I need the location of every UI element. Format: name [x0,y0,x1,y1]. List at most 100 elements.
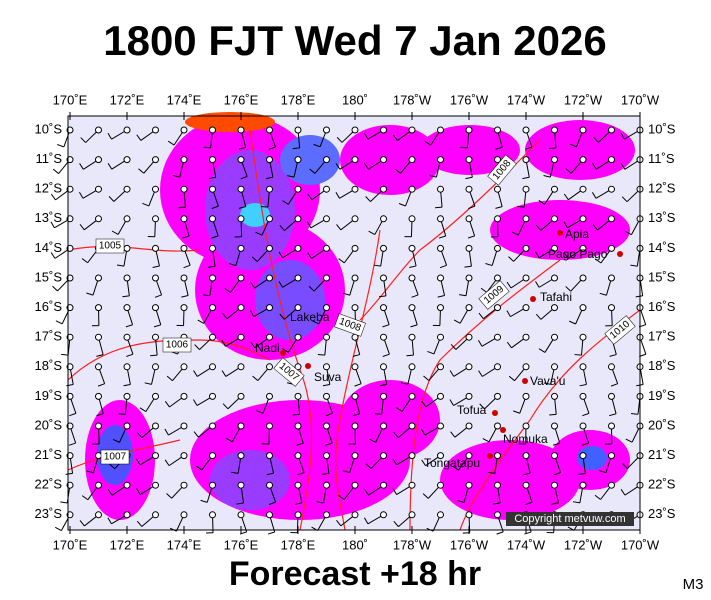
station [294,452,302,460]
latitude-label: 14˚S [648,240,676,255]
barb-feather [457,500,465,503]
barb-feather [449,399,454,406]
station [465,452,473,460]
barb-feather [142,202,150,207]
station [522,392,530,400]
barb-feather [582,412,590,417]
station [123,126,131,134]
barb-feather [535,281,540,288]
barb-feather [496,531,504,535]
barb-feather [363,517,369,525]
barb-feather [508,375,515,382]
barb-feather [325,442,333,446]
station [608,422,615,430]
barb-feather [393,521,399,527]
barb-feather [421,400,427,408]
station [522,274,530,282]
barb-feather [553,472,561,476]
barb-feather [621,196,628,203]
barb-feather [599,470,607,474]
barb-feather [392,458,398,466]
barb-feather [136,520,143,527]
station [437,452,444,460]
barb-feather [364,163,369,170]
barb-feather [260,206,268,208]
station [494,304,501,312]
barb-feather [396,407,403,412]
station [209,333,216,341]
barb-feather [50,193,56,201]
barb-feather [136,458,141,466]
barb-feather [625,438,633,443]
station [323,156,330,164]
barb-feather [609,354,617,357]
station [209,392,216,400]
barb-feather [513,410,520,414]
barb-feather [312,320,320,325]
station [294,511,302,519]
station [123,156,131,164]
station [351,363,359,371]
station [351,452,359,460]
barb-feather [52,168,59,174]
latitude-label: 18˚S [648,358,676,373]
station [408,452,416,460]
barb-feather [524,531,532,535]
station [494,333,501,341]
barb-feather [172,174,180,178]
barb-feather [392,134,398,141]
station [494,422,501,430]
station [95,392,102,400]
station [152,304,159,312]
station [294,244,302,252]
station [522,452,530,460]
barb-feather [193,370,198,377]
barb-feather [80,137,86,143]
station [152,452,159,460]
barb-feather [222,403,229,410]
station [494,452,501,460]
station [323,392,330,400]
barb-feather [194,344,200,350]
station [608,452,615,460]
barb-feather [410,324,418,328]
barb-feather [336,137,343,143]
barb-feather [578,472,586,475]
barb-feather [150,354,158,357]
barb-feather [57,144,65,148]
isobar-label-box [487,154,517,186]
barb-feather [295,502,303,505]
barb-feather [96,354,104,357]
barb-feather [594,258,602,264]
station [465,363,473,371]
barb-feather [309,168,316,174]
station [408,333,416,341]
station [465,274,473,282]
barb-feather [268,146,276,150]
barb-feather [240,176,248,180]
barb-feather [342,470,350,474]
barb-feather [465,176,473,180]
barb-feather [569,320,576,325]
station [465,244,473,252]
station [152,244,159,252]
station [266,511,273,519]
station [494,215,501,223]
station [608,304,615,312]
barb-feather [136,488,141,495]
station [180,452,188,460]
barb-feather [338,258,345,264]
station [351,156,359,164]
station [294,126,302,134]
station [123,274,131,282]
barb-feather [287,175,295,178]
station [494,511,501,519]
barb-feather [592,192,597,199]
barb-feather [535,313,542,320]
station [380,244,387,252]
barb-feather [579,383,587,387]
station [579,481,587,489]
barb-feather [506,341,512,349]
barb-feather [297,472,305,476]
barb-feather [435,206,443,209]
